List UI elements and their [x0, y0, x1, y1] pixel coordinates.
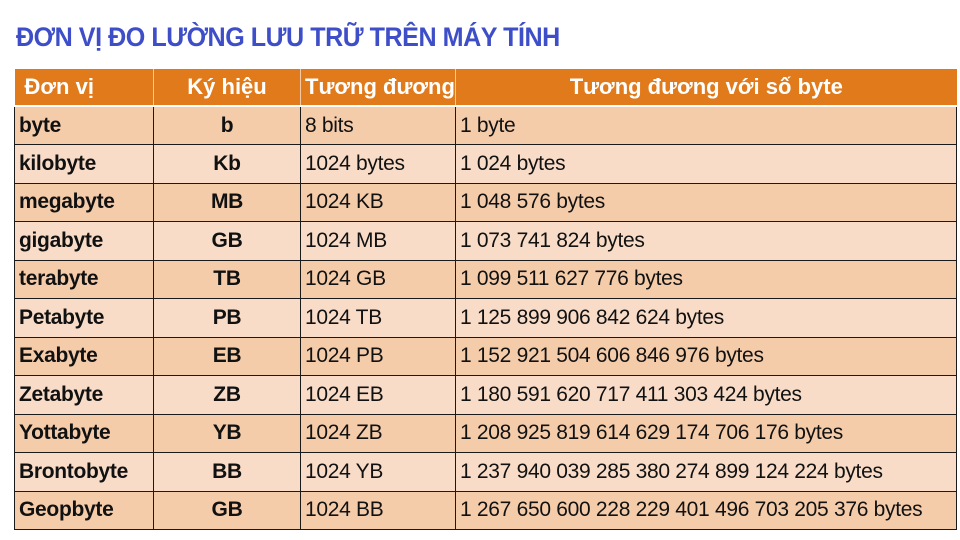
bytes-cell: 1 byte: [455, 105, 957, 145]
symbol-cell: GB: [153, 221, 301, 261]
equivalent-cell: 1024 MB: [300, 221, 456, 261]
unit-cell: Brontobyte: [14, 452, 154, 492]
equivalent-cell: 1024 GB: [300, 259, 456, 299]
symbol-cell: ZB: [153, 375, 301, 415]
bytes-cell: 1 024 bytes: [455, 144, 957, 184]
symbol-cell: b: [153, 105, 301, 145]
unit-cell: Yottabyte: [14, 413, 154, 453]
table-header-row: Đơn vị Ký hiệu Tương đương Tương đương v…: [14, 69, 957, 107]
unit-cell: byte: [14, 105, 154, 145]
table-row: Exabyte EB 1024 PB 1 152 921 504 606 846 97…: [14, 336, 957, 376]
header-equivalent: Tương đương: [300, 69, 456, 107]
equivalent-cell: 8 bits: [300, 105, 456, 145]
unit-cell: Petabyte: [14, 298, 154, 338]
page-title: ĐƠN VỊ ĐO LƯỜNG LƯU TRỮ TRÊN MÁY TÍNH: [16, 22, 560, 52]
equivalent-cell: 1024 bytes: [300, 144, 456, 184]
symbol-cell: MB: [153, 182, 301, 222]
unit-cell: megabyte: [14, 182, 154, 222]
table-row: Geopbyte GB 1024 BB 1 267 650 600 228 229 4…: [14, 490, 957, 530]
equivalent-cell: 1024 BB: [300, 490, 456, 530]
header-unit: Đơn vị: [14, 69, 154, 107]
storage-units-table: Đơn vị Ký hiệu Tương đương Tương đương v…: [14, 69, 957, 530]
bytes-cell: 1 208 925 819 614 629 174 706 176 bytes: [455, 413, 957, 453]
table-row: Petabyte PB 1024 TB 1 125 899 906 842 624 b…: [14, 298, 957, 338]
unit-cell: kilobyte: [14, 144, 154, 184]
symbol-cell: GB: [153, 490, 301, 530]
table-row: megabyte MB 1024 KB 1 048 576 bytes: [14, 182, 957, 222]
unit-cell: terabyte: [14, 259, 154, 299]
symbol-cell: TB: [153, 259, 301, 299]
unit-cell: Zetabyte: [14, 375, 154, 415]
equivalent-cell: 1024 YB: [300, 452, 456, 492]
bytes-cell: 1 267 650 600 228 229 401 496 703 205 37…: [455, 490, 957, 530]
table-body: byte b 8 bits 1 byte kilobyte Kb 1024 bytes 1 0…: [14, 105, 957, 530]
header-symbol: Ký hiệu: [153, 69, 301, 107]
table-row: Yottabyte YB 1024 ZB 1 208 925 819 614 629 …: [14, 413, 957, 453]
equivalent-cell: 1024 TB: [300, 298, 456, 338]
equivalent-cell: 1024 PB: [300, 336, 456, 376]
bytes-cell: 1 099 511 627 776 bytes: [455, 259, 957, 299]
equivalent-cell: 1024 KB: [300, 182, 456, 222]
table-row: terabyte TB 1024 GB 1 099 511 627 776 bytes: [14, 259, 957, 299]
bytes-cell: 1 152 921 504 606 846 976 bytes: [455, 336, 957, 376]
table-row: byte b 8 bits 1 byte: [14, 105, 957, 145]
unit-cell: Geopbyte: [14, 490, 154, 530]
unit-cell: gigabyte: [14, 221, 154, 261]
bytes-cell: 1 237 940 039 285 380 274 899 124 224 by…: [455, 452, 957, 492]
bytes-cell: 1 180 591 620 717 411 303 424 bytes: [455, 375, 957, 415]
symbol-cell: YB: [153, 413, 301, 453]
table-row: kilobyte Kb 1024 bytes 1 024 bytes: [14, 144, 957, 184]
unit-cell: Exabyte: [14, 336, 154, 376]
bytes-cell: 1 048 576 bytes: [455, 182, 957, 222]
table-row: Brontobyte BB 1024 YB 1 237 940 039 285 380…: [14, 452, 957, 492]
table-row: Zetabyte ZB 1024 EB 1 180 591 620 717 411 3…: [14, 375, 957, 415]
equivalent-cell: 1024 ZB: [300, 413, 456, 453]
symbol-cell: PB: [153, 298, 301, 338]
bytes-cell: 1 073 741 824 bytes: [455, 221, 957, 261]
table-row: gigabyte GB 1024 MB 1 073 741 824 bytes: [14, 221, 957, 261]
symbol-cell: Kb: [153, 144, 301, 184]
bytes-cell: 1 125 899 906 842 624 bytes: [455, 298, 957, 338]
symbol-cell: EB: [153, 336, 301, 376]
equivalent-cell: 1024 EB: [300, 375, 456, 415]
header-bytes: Tương đương với số byte: [455, 69, 957, 107]
symbol-cell: BB: [153, 452, 301, 492]
